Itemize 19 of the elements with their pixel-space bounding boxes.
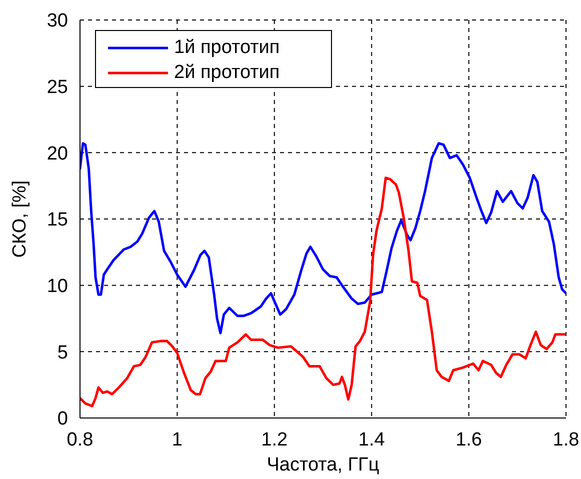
line-series <box>80 142 566 334</box>
y-tick-label: 10 <box>46 276 68 298</box>
x-tick-label: 1.8 <box>552 429 580 450</box>
y-tick-label: 15 <box>46 210 68 231</box>
x-tick-label: 1.4 <box>358 429 386 450</box>
y-tick-label: 30 <box>46 10 68 32</box>
y-tick-label: 25 <box>46 77 68 98</box>
x-tick-label: 1.6 <box>456 429 482 450</box>
line-series <box>80 176 566 408</box>
x-tick-label: 1.2 <box>261 429 288 450</box>
x-tick-label: 1 <box>172 429 182 450</box>
legend-label: 1й прототип <box>174 36 280 58</box>
y-tick-label: 20 <box>46 143 68 164</box>
legend-label: 2й прототип <box>174 62 280 84</box>
y-axis-title: СКО, [%] <box>10 180 30 258</box>
y-tick-label: 5 <box>57 342 68 364</box>
x-tick-label: 0.8 <box>66 429 94 450</box>
x-axis-title: Частота, ГГц <box>266 454 380 476</box>
y-tick-label: 0 <box>57 408 68 430</box>
